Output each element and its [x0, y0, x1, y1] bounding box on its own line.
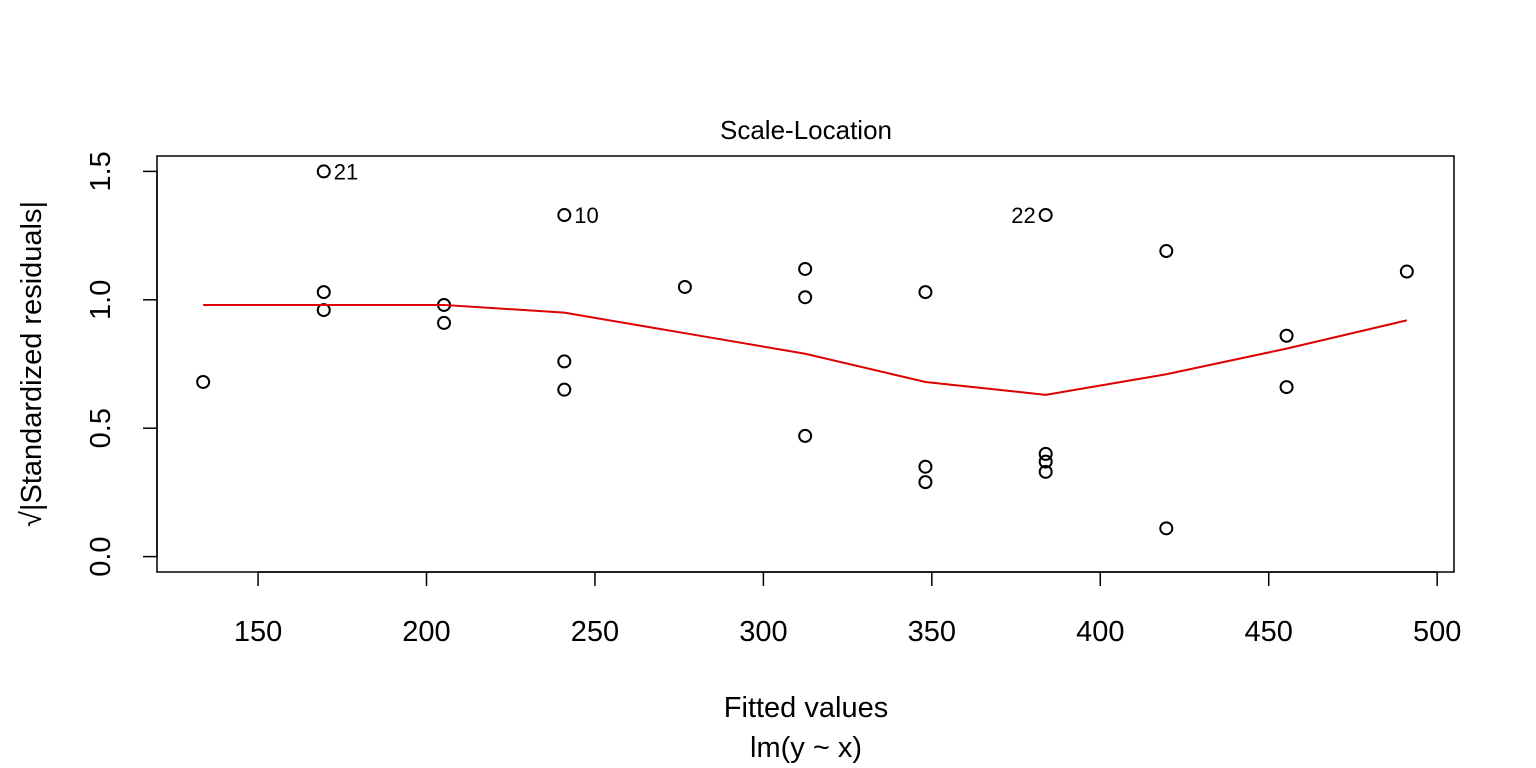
data-point: [557, 354, 572, 369]
y-tick-label: 1.0: [85, 280, 117, 320]
data-point: [196, 374, 211, 389]
x-tick-label: 500: [1413, 616, 1461, 648]
data-point: [1038, 464, 1053, 479]
data-point: [677, 279, 692, 294]
data-point: [316, 285, 331, 300]
y-axis: 0.0 0.5 1.0 1.5: [85, 151, 158, 577]
data-point: [1159, 244, 1174, 259]
data-point: [1159, 521, 1174, 536]
x-tick-label: 350: [908, 616, 956, 648]
data-point: [918, 285, 933, 300]
chart-title: Scale-Location: [720, 115, 892, 145]
x-tick-label: 450: [1245, 616, 1293, 648]
x-tick-label: 400: [1076, 616, 1124, 648]
data-point: [1038, 454, 1053, 469]
point-label: 10: [574, 203, 598, 228]
data-point: [918, 475, 933, 490]
data-point: [798, 290, 813, 305]
data-point: [1279, 380, 1294, 395]
y-tick-label: 0.0: [85, 536, 117, 576]
data-point: [557, 382, 572, 397]
plot-marks: 21 10 22: [196, 159, 1414, 536]
model-formula: lm(y ~ x): [750, 732, 862, 764]
x-axis-label: Fitted values: [724, 692, 888, 724]
y-axis-label: √|Standardized residuals|: [16, 201, 48, 527]
data-point: [557, 208, 572, 223]
y-tick-label: 0.5: [85, 408, 117, 448]
data-point: [918, 459, 933, 474]
data-point: [798, 428, 813, 443]
point-label: 21: [334, 159, 358, 184]
data-point: [1038, 446, 1053, 461]
x-tick-label: 200: [402, 616, 450, 648]
x-tick-label: 300: [739, 616, 787, 648]
x-tick-label: 150: [234, 616, 282, 648]
x-tick-label: 250: [571, 616, 619, 648]
point-label: 22: [1011, 203, 1035, 228]
data-point: [437, 315, 452, 330]
data-point: [1279, 328, 1294, 343]
data-point: [1399, 264, 1414, 279]
y-tick-label: 1.5: [85, 151, 117, 191]
smooth-trend-line: [203, 303, 1408, 396]
data-point: [798, 261, 813, 276]
data-point: [1038, 208, 1053, 223]
x-axis: 150 200 250 300 350 400 450 500: [234, 571, 1461, 648]
data-point: [316, 164, 331, 179]
